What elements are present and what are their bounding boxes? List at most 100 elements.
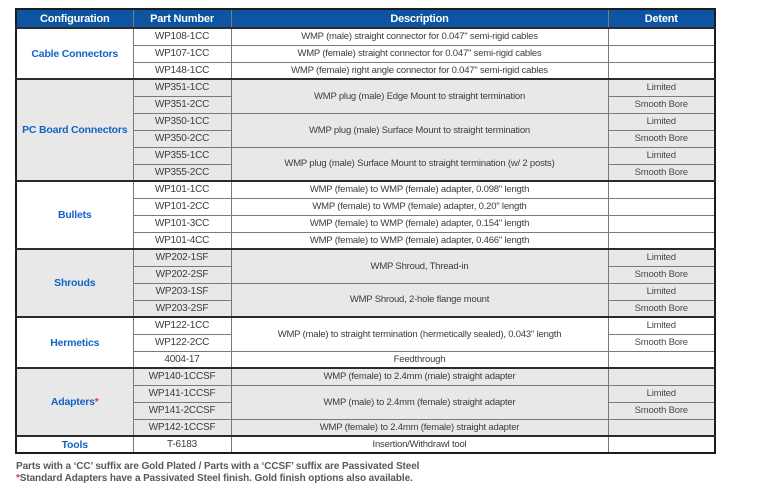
configuration-asterisk: * [94, 396, 99, 408]
part-number-cell: WP202-1SF [132, 248, 232, 267]
part-number-cell: WP101-4CC [132, 231, 232, 250]
description-cell: WMP (male) to straight termination (herm… [230, 316, 609, 352]
description-cell: Feedthrough [230, 350, 609, 369]
description-cell: WMP (female) to WMP (female) adapter, 0.… [230, 180, 609, 199]
detent-cell: Limited [607, 146, 716, 165]
detent-cell [607, 231, 716, 250]
table-row: Adapters* WP140-1CCSF WMP (female) to 2.4m… [15, 367, 716, 437]
table-row: WP141-2CCSF Smooth Bore [16, 401, 716, 420]
table-row: WP141-1CCSF WMP (male) to 2.4mm (female) … [16, 384, 716, 420]
detent-cell [607, 61, 716, 80]
detent-cell [607, 214, 716, 233]
parts-table: Configuration Part Number Description De… [15, 8, 716, 454]
description-cell: WMP (female) to 2.4mm (female) straight … [230, 418, 609, 437]
detent-cell [607, 27, 716, 46]
configuration-label: Hermetics [50, 336, 100, 349]
table-row: WP107-1CC WMP (female) straight connector… [16, 44, 716, 63]
part-number-cell: WP141-2CCSF [132, 401, 232, 420]
detent-cell: Smooth Bore [607, 401, 716, 420]
table-row: WP355-2CC Smooth Bore [16, 163, 716, 182]
description-cell: WMP Shroud, 2-hole flange mount [230, 282, 609, 318]
description-cell: WMP plug (male) Surface Mount to straigh… [230, 112, 609, 148]
table-row: WP122-2CC Smooth Bore [16, 333, 716, 352]
footnote-adapters: *Standard Adapters have a Passivated Ste… [16, 473, 766, 485]
table-row: WP101-3CC WMP (female) to WMP (female) ad… [16, 214, 716, 233]
table-row: Bullets WP101-1CC WMP (female) to WMP (fem… [15, 180, 716, 250]
part-number-cell: WP140-1CCSF [132, 367, 232, 386]
configuration-label: Bullets [57, 209, 92, 221]
configuration-label: Tools [61, 438, 88, 451]
footnotes: Parts with a ‘CC’ suffix are Gold Plated… [15, 461, 766, 485]
column-header-detent: Detent [607, 8, 716, 29]
detent-cell [607, 350, 716, 369]
column-header-part-number: Part Number [132, 8, 232, 29]
footnote-suffix-text: Parts with a ‘CC’ suffix are Gold Plated… [16, 461, 420, 472]
parts-table-body: Cable Connectors WP108-1CC WMP (male) stra… [15, 27, 716, 454]
detent-cell: Smooth Bore [607, 333, 716, 352]
column-header-configuration: Configuration [15, 8, 134, 29]
table-row: Hermetics WP122-1CC WMP (male) to straight… [15, 316, 716, 369]
description-cell: WMP plug (male) Surface Mount to straigh… [230, 146, 609, 182]
part-number-cell: WP101-1CC [132, 180, 232, 199]
part-number-cell: WP107-1CC [132, 44, 232, 63]
table-row: Shrouds WP202-1SF WMP Shroud, Thread-in Lim… [15, 248, 716, 318]
part-number-cell: WP101-3CC [132, 214, 232, 233]
detent-cell [607, 44, 716, 63]
part-number-cell: WP350-1CC [132, 112, 232, 131]
detent-cell: Smooth Bore [607, 95, 716, 114]
description-cell: Insertion/Withdrawl tool [230, 435, 609, 454]
column-header-description: Description [230, 8, 609, 29]
description-cell: WMP (female) to 2.4mm (male) straight ad… [230, 367, 609, 386]
description-cell: WMP (female) to WMP (female) adapter, 0.… [230, 197, 609, 216]
configuration-label: Cable Connectors [31, 47, 119, 60]
detent-cell: Smooth Bore [607, 265, 716, 284]
configuration-cell: Tools [15, 435, 134, 454]
footnote-suffix: Parts with a ‘CC’ suffix are Gold Plated… [16, 461, 766, 473]
description-cell: WMP (female) to WMP (female) adapter, 0.… [230, 214, 609, 233]
detent-cell: Limited [607, 248, 716, 267]
configuration-label: Adapters [50, 396, 95, 408]
detent-cell: Smooth Bore [607, 163, 716, 182]
configuration-cell: PC Board Connectors [15, 78, 134, 182]
part-number-cell: WP101-2CC [132, 197, 232, 216]
part-number-cell: WP142-1CCSF [132, 418, 232, 437]
part-number-cell: T-6183 [132, 435, 232, 454]
detent-cell: Limited [607, 316, 716, 335]
configuration-cell: Cable Connectors [15, 27, 134, 80]
part-number-cell: WP350-2CC [132, 129, 232, 148]
part-number-cell: WP203-1SF [132, 282, 232, 301]
detent-cell: Limited [607, 78, 716, 97]
detent-cell [607, 418, 716, 437]
detent-cell [607, 435, 716, 454]
part-number-cell: WP351-2CC [132, 95, 232, 114]
table-row: WP355-1CC WMP plug (male) Surface Mount t… [16, 146, 716, 182]
part-number-cell: WP122-1CC [132, 316, 232, 335]
configuration-label: PC Board Connectors [22, 124, 128, 136]
part-number-cell: WP203-2SF [132, 299, 232, 318]
configuration-label: Shrouds [54, 277, 96, 289]
configuration-cell: Shrouds [15, 248, 134, 318]
description-cell: WMP (male) to 2.4mm (female) straight ad… [230, 384, 609, 420]
detent-cell: Smooth Bore [607, 129, 716, 148]
table-row: WP350-1CC WMP plug (male) Surface Mount t… [16, 112, 716, 148]
part-number-cell: WP122-2CC [132, 333, 232, 352]
table-row: Cable Connectors WP108-1CC WMP (male) stra… [15, 27, 716, 80]
description-cell: WMP (female) to WMP (female) adapter, 0.… [230, 231, 609, 250]
detent-cell: Limited [607, 282, 716, 301]
detent-cell [607, 367, 716, 386]
configuration-cell: Adapters* [15, 367, 134, 437]
table-row: WP203-2SF Smooth Bore [16, 299, 716, 318]
part-number-cell: WP148-1CC [132, 61, 232, 80]
footnote-asterisk: * [16, 473, 20, 485]
detent-cell: Limited [607, 384, 716, 403]
detent-cell [607, 180, 716, 199]
detent-cell: Limited [607, 112, 716, 131]
part-number-cell: WP351-1CC [132, 78, 232, 97]
part-number-cell: 4004-17 [132, 350, 232, 369]
description-cell: WMP (female) straight connector for 0.04… [230, 44, 609, 63]
description-cell: WMP Shroud, Thread-in [230, 248, 609, 284]
header-row: Configuration Part Number Description De… [15, 8, 716, 29]
table-row: WP142-1CCSF WMP (female) to 2.4mm (female… [16, 418, 716, 437]
table-row: Tools T-6183 Insertion/Withdrawl tool [15, 435, 716, 454]
